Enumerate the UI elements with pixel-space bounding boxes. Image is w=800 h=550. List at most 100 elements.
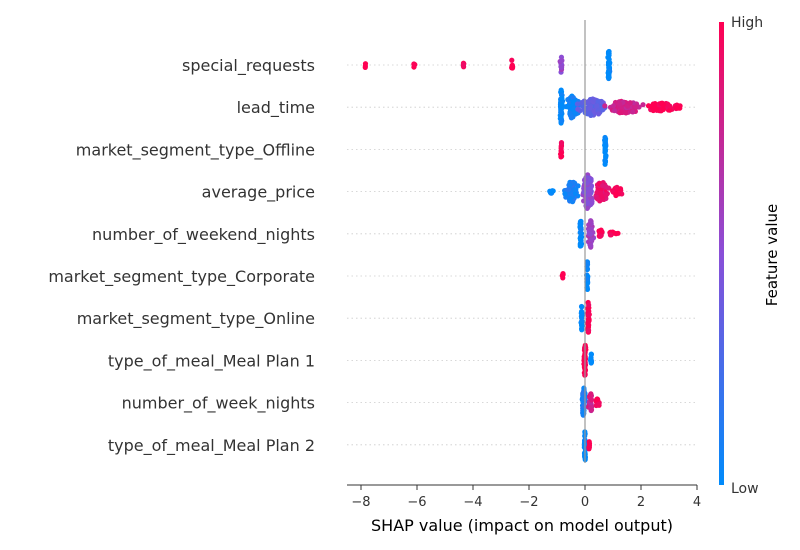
feature-label: number_of_week_nights	[122, 394, 315, 414]
shap-point	[630, 109, 636, 115]
shap-point	[586, 302, 592, 308]
feature-label: market_segment_type_Corporate	[48, 267, 315, 287]
shap-point	[581, 407, 587, 414]
x-tick-label: 4	[693, 495, 701, 510]
shap-point	[586, 192, 592, 198]
x-tick-label: −8	[351, 495, 370, 510]
shap-point	[589, 198, 595, 205]
shap-point	[586, 312, 592, 318]
shap-point	[584, 205, 590, 211]
shap-point	[579, 323, 585, 329]
shap-point	[577, 242, 584, 248]
shap-point	[579, 327, 585, 333]
shap-point	[578, 237, 584, 243]
shap-point	[605, 70, 611, 76]
shap-point	[585, 327, 592, 333]
shap-point	[558, 64, 564, 70]
row-guides	[347, 64, 697, 446]
shap-point	[595, 98, 601, 104]
shap-point	[574, 101, 581, 107]
shap-point	[586, 98, 592, 105]
shap-point	[588, 237, 595, 243]
shap-point	[605, 74, 611, 80]
shap-point	[588, 226, 594, 232]
shap-point	[572, 110, 578, 116]
shap-point	[571, 106, 577, 112]
shap-point	[579, 304, 585, 310]
shap-point	[549, 188, 555, 194]
shap-point	[566, 186, 572, 193]
shap-point	[578, 318, 585, 324]
shap-point	[667, 107, 673, 113]
shap-point	[603, 192, 609, 198]
feature-labels: special_requests lead_time market_segment_…	[48, 56, 315, 456]
x-tick-label: −2	[519, 495, 538, 510]
x-tick-label: 2	[637, 495, 645, 510]
shap-point	[586, 444, 593, 450]
shap-point	[584, 280, 590, 286]
shap-point	[559, 105, 565, 111]
shap-point	[666, 103, 672, 109]
shap-point	[597, 233, 604, 239]
shap-point	[411, 61, 417, 67]
shap-point	[586, 110, 592, 116]
shap-point	[580, 390, 586, 396]
shap-point	[602, 158, 608, 164]
shap-point	[587, 231, 593, 237]
shap-point	[617, 186, 624, 192]
shap-point	[676, 105, 682, 111]
shap-point	[559, 96, 565, 102]
shap-point	[607, 60, 613, 66]
colorbar-high-label: High	[731, 15, 763, 31]
shap-point	[606, 50, 612, 57]
shap-point	[567, 182, 573, 188]
shap-point	[598, 227, 604, 233]
shap-point	[594, 196, 601, 202]
shap-point	[584, 266, 591, 272]
shap-point	[558, 152, 564, 158]
shap-point	[588, 242, 594, 249]
colorbar-title: Feature value	[763, 204, 781, 306]
shap-point	[652, 101, 658, 107]
feature-label: average_price	[202, 183, 315, 203]
shap-point	[578, 221, 584, 227]
shap-point	[559, 118, 565, 124]
x-tick-label: −4	[463, 495, 482, 510]
shap-point	[623, 110, 629, 116]
shap-point	[594, 103, 600, 109]
shap-point	[602, 137, 608, 144]
shap-point	[460, 61, 467, 68]
shap-point	[581, 403, 587, 409]
x-tick-label: 0	[581, 495, 589, 510]
x-axis-title: SHAP value (impact on model output)	[371, 516, 673, 535]
shap-point	[560, 272, 566, 278]
shap-point	[611, 108, 618, 114]
shap-point	[562, 191, 568, 197]
shap-point	[640, 102, 646, 108]
shap-point	[578, 226, 584, 232]
shap-point	[588, 351, 594, 357]
shap-point	[567, 195, 573, 202]
shap-point	[602, 145, 608, 151]
shap-point	[595, 111, 602, 117]
shap-point	[584, 285, 590, 291]
shap-point	[594, 190, 600, 196]
feature-label: type_of_meal_Meal Plan 1	[108, 351, 315, 371]
shap-point	[588, 407, 595, 413]
shap-point	[581, 385, 587, 391]
shap-point	[579, 100, 585, 106]
feature-label: market_segment_type_Offline	[76, 140, 315, 160]
shap-point	[581, 189, 587, 195]
shap-point	[558, 140, 565, 146]
shap-point	[586, 440, 593, 447]
shap-point	[587, 177, 593, 183]
shap-point	[610, 103, 617, 109]
shap-point	[575, 106, 581, 112]
shap-point	[653, 106, 659, 112]
shap-point	[660, 102, 667, 108]
shap-point	[588, 359, 594, 366]
colorbar	[719, 22, 724, 485]
shap-point	[588, 391, 594, 397]
shap-point	[558, 57, 565, 64]
shap-point	[627, 100, 633, 106]
